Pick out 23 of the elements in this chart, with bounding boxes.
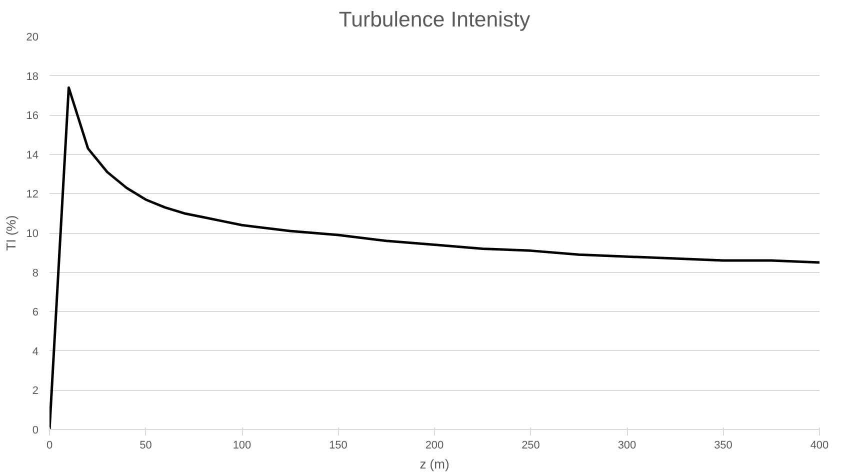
x-tick-label: 100 bbox=[232, 440, 252, 452]
x-tick-label: 150 bbox=[329, 440, 348, 452]
y-axis-title: TI (%) bbox=[3, 215, 18, 251]
y-tick-label: 16 bbox=[26, 110, 39, 122]
x-tick-label: 200 bbox=[425, 440, 444, 452]
y-tick-label: 10 bbox=[26, 228, 39, 240]
chart-title: Turbulence Intenisty bbox=[338, 8, 530, 32]
y-tick-label: 18 bbox=[26, 70, 39, 83]
y-tick-label: 2 bbox=[32, 385, 39, 398]
y-tick-label: 12 bbox=[26, 188, 39, 201]
x-tick-label: 400 bbox=[810, 440, 829, 452]
y-tick-label: 14 bbox=[26, 149, 39, 162]
x-tick-label: 0 bbox=[46, 440, 53, 452]
y-tick-label: 8 bbox=[32, 267, 39, 280]
x-axis-title: z (m) bbox=[420, 456, 450, 472]
y-tick-label: 20 bbox=[26, 32, 39, 44]
y-tick-label: 4 bbox=[32, 346, 39, 358]
x-tick-label: 350 bbox=[714, 440, 732, 452]
x-tick-label: 50 bbox=[140, 440, 152, 452]
x-tick-label: 300 bbox=[618, 440, 636, 452]
x-tick-label: 250 bbox=[522, 440, 540, 452]
y-tick-label: 6 bbox=[32, 306, 39, 319]
y-tick-label: 0 bbox=[32, 424, 39, 436]
